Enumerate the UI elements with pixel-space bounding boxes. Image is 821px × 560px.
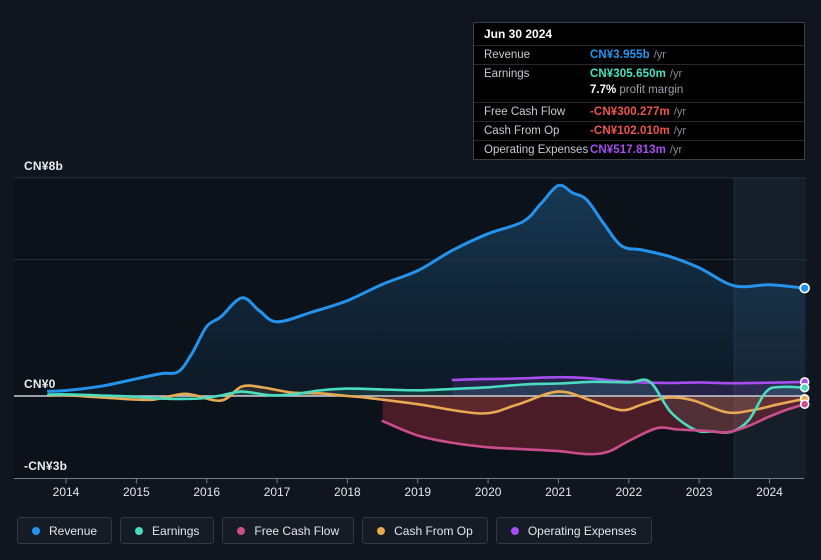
legend-item-cash-from-op[interactable]: Cash From Op bbox=[362, 517, 488, 544]
legend-dot-cash-from-op bbox=[377, 526, 386, 535]
chart-legend: Revenue Earnings Free Cash Flow Cash From O… bbox=[17, 517, 652, 544]
x-axis-label-2018: 2018 bbox=[334, 485, 361, 499]
tooltip-value-operating-expenses: CN¥517.813m bbox=[590, 144, 666, 156]
x-axis-label-2015: 2015 bbox=[122, 485, 150, 499]
legend-label-free-cash-flow: Free Cash Flow bbox=[254, 523, 340, 538]
tooltip-value-revenue: CN¥3.955b bbox=[590, 49, 650, 61]
revenue-line bbox=[46, 183, 807, 393]
legend-item-earnings[interactable]: Earnings bbox=[120, 517, 215, 544]
legend-dot-earnings bbox=[135, 526, 144, 535]
tooltip-row-free-cash-flow: Free Cash Flow -CN¥300.277m/yr bbox=[474, 102, 804, 121]
tooltip-label-operating-expenses: Operating Expenses bbox=[484, 144, 589, 156]
tooltip-label-cash-from-op: Cash From Op bbox=[484, 125, 560, 137]
x-axis-label-2016: 2016 bbox=[193, 485, 221, 499]
y-axis-label--cn-3b: -CN¥3b bbox=[24, 458, 68, 473]
legend-dot-free-cash-flow bbox=[237, 526, 246, 535]
legend-dot-revenue bbox=[32, 526, 40, 535]
x-axis-label-2021: 2021 bbox=[545, 485, 572, 499]
tooltip-unit-earnings: /yr bbox=[669, 68, 683, 80]
fcf-line bbox=[381, 402, 806, 456]
tooltip-profit-margin: 7.7% profit margin bbox=[590, 84, 684, 96]
date-tooltip: Jun 30 2024 Revenue CN¥3.955b/yr Earnings C… bbox=[473, 22, 805, 160]
fcf-endpoint-dot bbox=[799, 399, 810, 409]
earnings-endpoint-dot bbox=[799, 382, 810, 393]
legend-label-cash-from-op: Cash From Op bbox=[394, 523, 473, 538]
x-axis-label-2014: 2014 bbox=[52, 485, 80, 499]
tooltip-unit-cash-from-op: /yr bbox=[673, 125, 687, 137]
tooltip-value-free-cash-flow: -CN¥300.277m bbox=[590, 106, 670, 118]
tooltip-label-earnings: Earnings bbox=[484, 68, 530, 80]
x-axis-label-2022: 2022 bbox=[615, 485, 643, 499]
legend-label-revenue: Revenue bbox=[49, 523, 98, 538]
x-axis-label-2020: 2020 bbox=[474, 485, 502, 499]
x-axis-label-2024: 2024 bbox=[756, 485, 783, 499]
x-axis-label-2019: 2019 bbox=[404, 485, 432, 499]
tooltip-date: Jun 30 2024 bbox=[484, 27, 553, 41]
cashop-line bbox=[47, 384, 806, 415]
revenue-area bbox=[48, 185, 805, 396]
tooltip-label-free-cash-flow: Free Cash Flow bbox=[484, 106, 566, 118]
tooltip-unit-operating-expenses: /yr bbox=[669, 144, 683, 156]
legend-item-free-cash-flow[interactable]: Free Cash Flow bbox=[222, 517, 355, 544]
legend-item-operating-expenses[interactable]: Operating Expenses bbox=[495, 517, 652, 544]
tooltip-row-earnings: Earnings CN¥305.650m/yr bbox=[474, 64, 804, 83]
opex-line bbox=[451, 375, 806, 385]
legend-label-operating-expenses: Operating Expenses bbox=[527, 523, 637, 538]
tooltip-row-operating-expenses: Operating Expenses CN¥517.813m/yr bbox=[474, 140, 804, 159]
legend-label-earnings: Earnings bbox=[152, 523, 200, 538]
x-axis-label-2017: 2017 bbox=[263, 485, 291, 499]
x-axis-label-2023: 2023 bbox=[685, 485, 713, 499]
opex-area bbox=[452, 377, 805, 396]
y-axis-label-cn-0: CN¥0 bbox=[24, 377, 56, 391]
tooltip-value-earnings: CN¥305.650m bbox=[590, 68, 666, 80]
fcf-area bbox=[382, 396, 805, 455]
legend-dot-operating-expenses bbox=[510, 526, 519, 535]
legend-item-revenue[interactable]: Revenue bbox=[17, 517, 113, 544]
y-axis-label-cn-8b: CN¥8b bbox=[24, 158, 64, 173]
tooltip-row-revenue: Revenue CN¥3.955b/yr bbox=[474, 45, 804, 64]
tooltip-row-cash-from-op: Cash From Op -CN¥102.010m/yr bbox=[474, 121, 804, 140]
tooltip-label-revenue: Revenue bbox=[484, 49, 531, 61]
tooltip-unit-revenue: /yr bbox=[653, 49, 666, 61]
tooltip-unit-free-cash-flow: /yr bbox=[673, 106, 687, 118]
tooltip-value-cash-from-op: -CN¥102.010m bbox=[590, 125, 670, 137]
revenue-endpoint-dot bbox=[799, 282, 810, 294]
